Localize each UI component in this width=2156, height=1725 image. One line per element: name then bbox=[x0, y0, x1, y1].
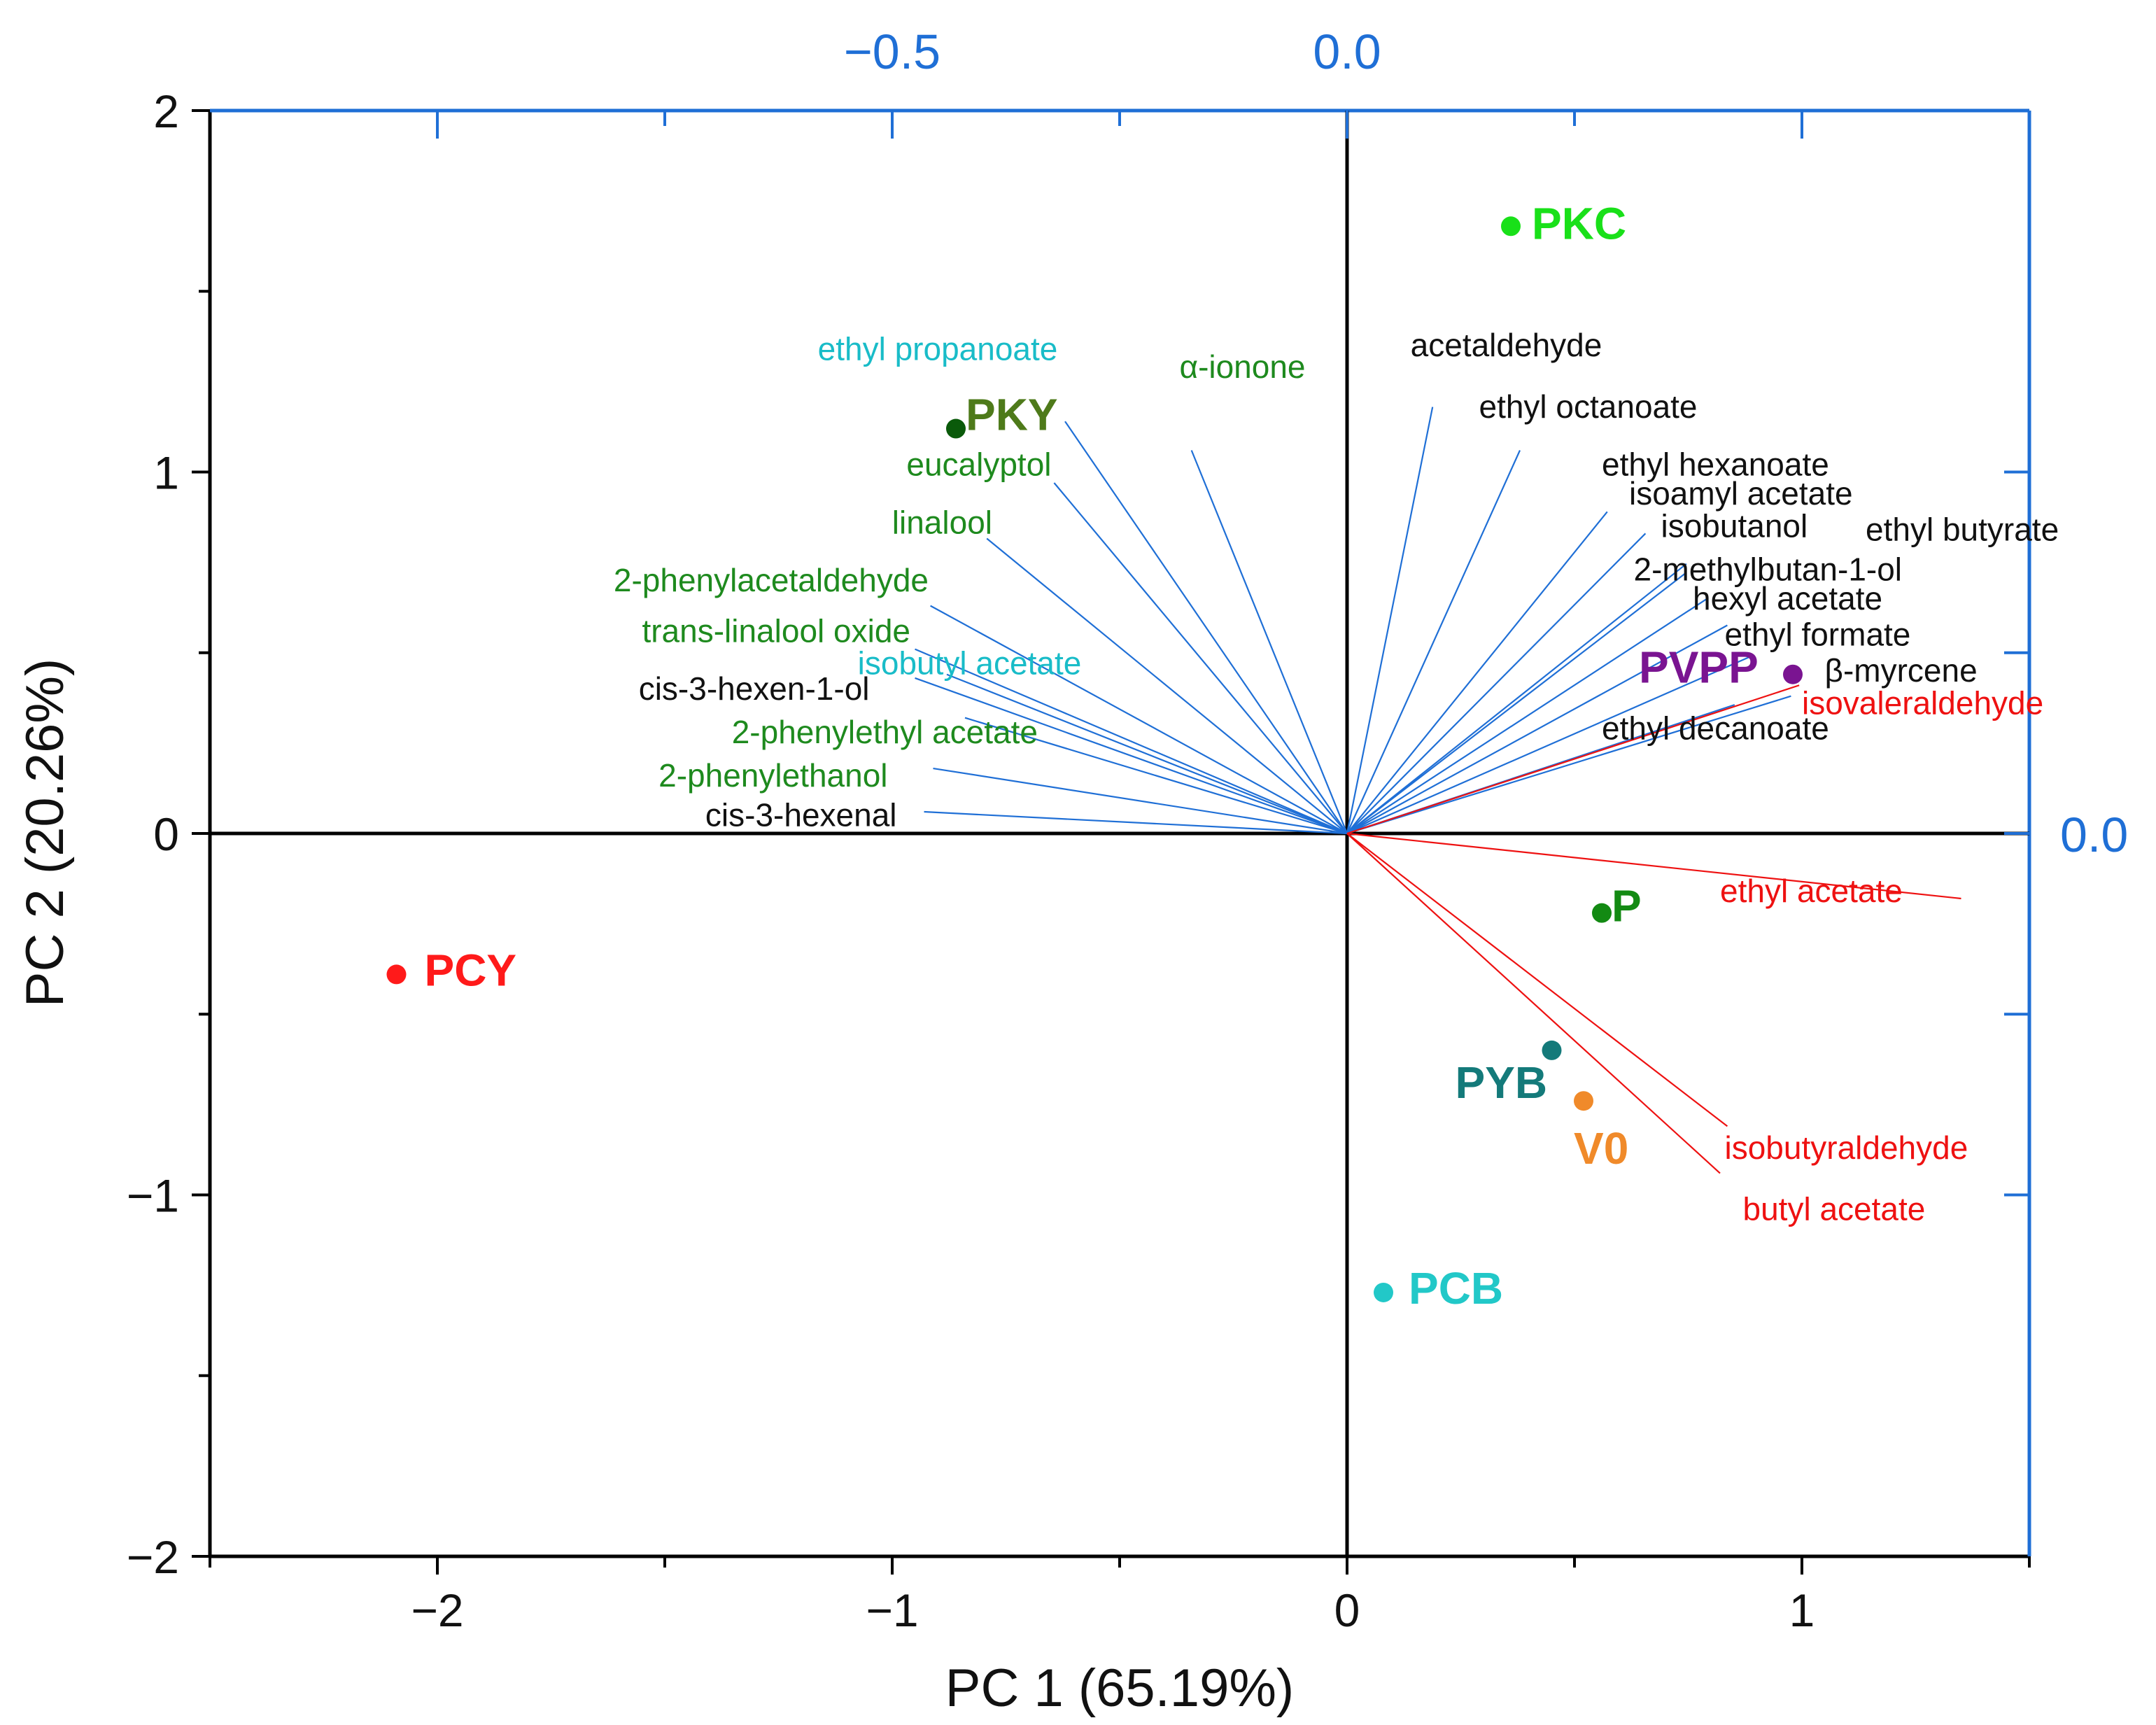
score-labels: PKC PKY PVPP P PCY PYB V0 PCB bbox=[425, 198, 1759, 1314]
score-label-pyb: PYB bbox=[1456, 1057, 1548, 1108]
loading-label-linalool: linalool bbox=[892, 504, 992, 540]
loading-vector-acetaldehyde bbox=[1346, 407, 1434, 834]
loading-label-myrcene: β-myrcene bbox=[1825, 652, 1978, 689]
loading-vector-isobutyraldehyde bbox=[1346, 833, 1728, 1127]
loading-vector-2-phenylethanol bbox=[933, 767, 1348, 835]
loading-label-cis-3-hexen-1-ol: cis-3-hexen-1-ol bbox=[639, 670, 870, 707]
loading-vector-isobutanol bbox=[1346, 572, 1686, 834]
right-axis-ticks: 0.0 bbox=[2004, 470, 2128, 1197]
loading-vectors bbox=[915, 407, 1961, 1174]
score-label-pkc: PKC bbox=[1532, 198, 1626, 248]
y-tick-label: −2 bbox=[127, 1531, 179, 1583]
loading-label-ethyl-octanoate: ethyl octanoate bbox=[1479, 388, 1697, 425]
score-point-pky bbox=[946, 418, 966, 439]
loading-vector-linalool bbox=[986, 537, 1348, 834]
loading-vector-hexyl-acetate bbox=[1346, 624, 1728, 834]
loading-label-2-phenylethyl-acetate: 2-phenylethyl acetate bbox=[732, 714, 1038, 750]
loading-vector-2-phenylacetaldehyde bbox=[930, 605, 1348, 834]
score-point-pcb bbox=[1374, 1282, 1393, 1302]
right-tick-label: 0.0 bbox=[2060, 808, 2128, 862]
loading-label-2-phenylacetaldehyde: 2-phenylacetaldehyde bbox=[614, 562, 929, 598]
x-tick-label: −1 bbox=[866, 1584, 918, 1636]
loading-label-2-phenylethanol: 2-phenylethanol bbox=[658, 757, 887, 794]
loading-label-acetaldehyde: acetaldehyde bbox=[1411, 327, 1602, 363]
loading-label-isovaleraldehyde: isovaleraldehyde bbox=[1802, 685, 2043, 721]
score-point-pcy bbox=[386, 964, 407, 985]
loading-label-eucalyptol: eucalyptol bbox=[906, 446, 1051, 483]
score-point-pkc bbox=[1501, 216, 1521, 237]
score-label-pcb: PCB bbox=[1409, 1263, 1503, 1314]
y-tick-label: 2 bbox=[153, 85, 179, 137]
loading-label-ionone: α-ionone bbox=[1179, 348, 1305, 385]
loading-vector-ethyl-hexanoate bbox=[1346, 511, 1608, 834]
loading-vector-ethyl-formate bbox=[1346, 655, 1752, 835]
y-tick-label: 0 bbox=[153, 808, 179, 860]
score-label-pcy: PCY bbox=[425, 945, 517, 995]
loading-label-ethyl-formate: ethyl formate bbox=[1725, 616, 1911, 652]
y-tick-label: −1 bbox=[127, 1170, 179, 1222]
top-axis-ticks: −0.5 0.0 bbox=[436, 24, 2031, 139]
score-point-pvpp bbox=[1783, 664, 1803, 684]
loading-label-ethyl-decanoate: ethyl decanoate bbox=[1602, 710, 1829, 747]
loading-labels: ethyl propanoate α-ionone eucalyptol linalo… bbox=[614, 327, 2059, 1227]
loading-label-butyl-acetate: butyl acetate bbox=[1743, 1191, 1926, 1227]
loading-label-isobutanol: isobutanol bbox=[1661, 507, 1808, 544]
score-label-p: P bbox=[1612, 881, 1642, 931]
loading-vector-cis-3-hexenal bbox=[924, 810, 1348, 835]
loading-label-isobutyl-acetate: isobutyl acetate bbox=[858, 645, 1082, 682]
loading-vector-cis-3-hexen-1-ol bbox=[915, 677, 1348, 835]
loading-vector-isovaleraldehyde bbox=[1346, 684, 1800, 835]
x-axis-ticks: −2 −1 0 1 bbox=[209, 1556, 2031, 1636]
loading-label-ethyl-propanoate: ethyl propanoate bbox=[818, 330, 1058, 367]
x-tick-label: 0 bbox=[1334, 1584, 1360, 1636]
score-point-v0 bbox=[1574, 1091, 1593, 1111]
loading-label-ethyl-hexanoate: ethyl hexanoate bbox=[1602, 446, 1829, 483]
loading-vector-myrcene bbox=[1346, 695, 1791, 835]
loading-label-ethyl-butyrate: ethyl butyrate bbox=[1866, 512, 2059, 548]
top-tick-label: 0.0 bbox=[1313, 24, 1381, 79]
loading-vector-butyl-acetate bbox=[1346, 833, 1721, 1174]
score-point-p bbox=[1592, 903, 1612, 923]
loading-vector-isobutyl-acetate bbox=[946, 673, 1348, 835]
score-points bbox=[386, 216, 1803, 1302]
loading-label-trans-linalool-oxide: trans-linalool oxide bbox=[642, 612, 910, 649]
loading-vector-isoamyl-acetate bbox=[1346, 533, 1647, 834]
loading-vector-2-phenylethyl-acetate bbox=[964, 717, 1348, 835]
loading-label-ethyl-acetate: ethyl acetate bbox=[1720, 873, 1903, 909]
loading-vector-ethyl-octanoate bbox=[1346, 450, 1521, 834]
loading-vector-ethyl-butyrate bbox=[1346, 563, 1687, 834]
loading-label-hexyl-acetate: hexyl acetate bbox=[1693, 580, 1882, 617]
x-tick-label: −2 bbox=[411, 1584, 463, 1636]
y-axis-label: PC 2 (20.26%) bbox=[15, 659, 75, 1007]
loading-label-isobutyraldehyde: isobutyraldehyde bbox=[1725, 1129, 1968, 1166]
x-axis-label: PC 1 (65.19%) bbox=[945, 1659, 1294, 1718]
score-label-v0: V0 bbox=[1574, 1123, 1628, 1174]
loading-vector-ethyl-propanoate bbox=[1064, 421, 1348, 834]
loading-vector-ethyl-acetate bbox=[1346, 832, 1961, 900]
score-point-pyb bbox=[1542, 1040, 1562, 1060]
loading-vector-trans-linalool-oxide bbox=[915, 648, 1348, 835]
score-label-pvpp: PVPP bbox=[1639, 642, 1759, 693]
score-label-pky: PKY bbox=[966, 390, 1058, 440]
loading-label-2-methylbutan-1-ol: 2-methylbutan-1-ol bbox=[1634, 551, 1903, 587]
loading-label-isoamyl-acetate: isoamyl acetate bbox=[1629, 475, 1853, 512]
y-tick-label: 1 bbox=[153, 447, 179, 499]
top-tick-label: −0.5 bbox=[844, 24, 940, 79]
loading-label-cis-3-hexenal: cis-3-hexenal bbox=[705, 797, 897, 833]
loading-vector-2-methylbutan-1-ol bbox=[1346, 598, 1708, 834]
loading-vector-ionone bbox=[1190, 450, 1348, 834]
loading-vector-eucalyptol bbox=[1053, 482, 1348, 834]
x-tick-label: 1 bbox=[1789, 1584, 1815, 1636]
y-axis-ticks: −2 −1 0 1 2 bbox=[127, 85, 210, 1583]
